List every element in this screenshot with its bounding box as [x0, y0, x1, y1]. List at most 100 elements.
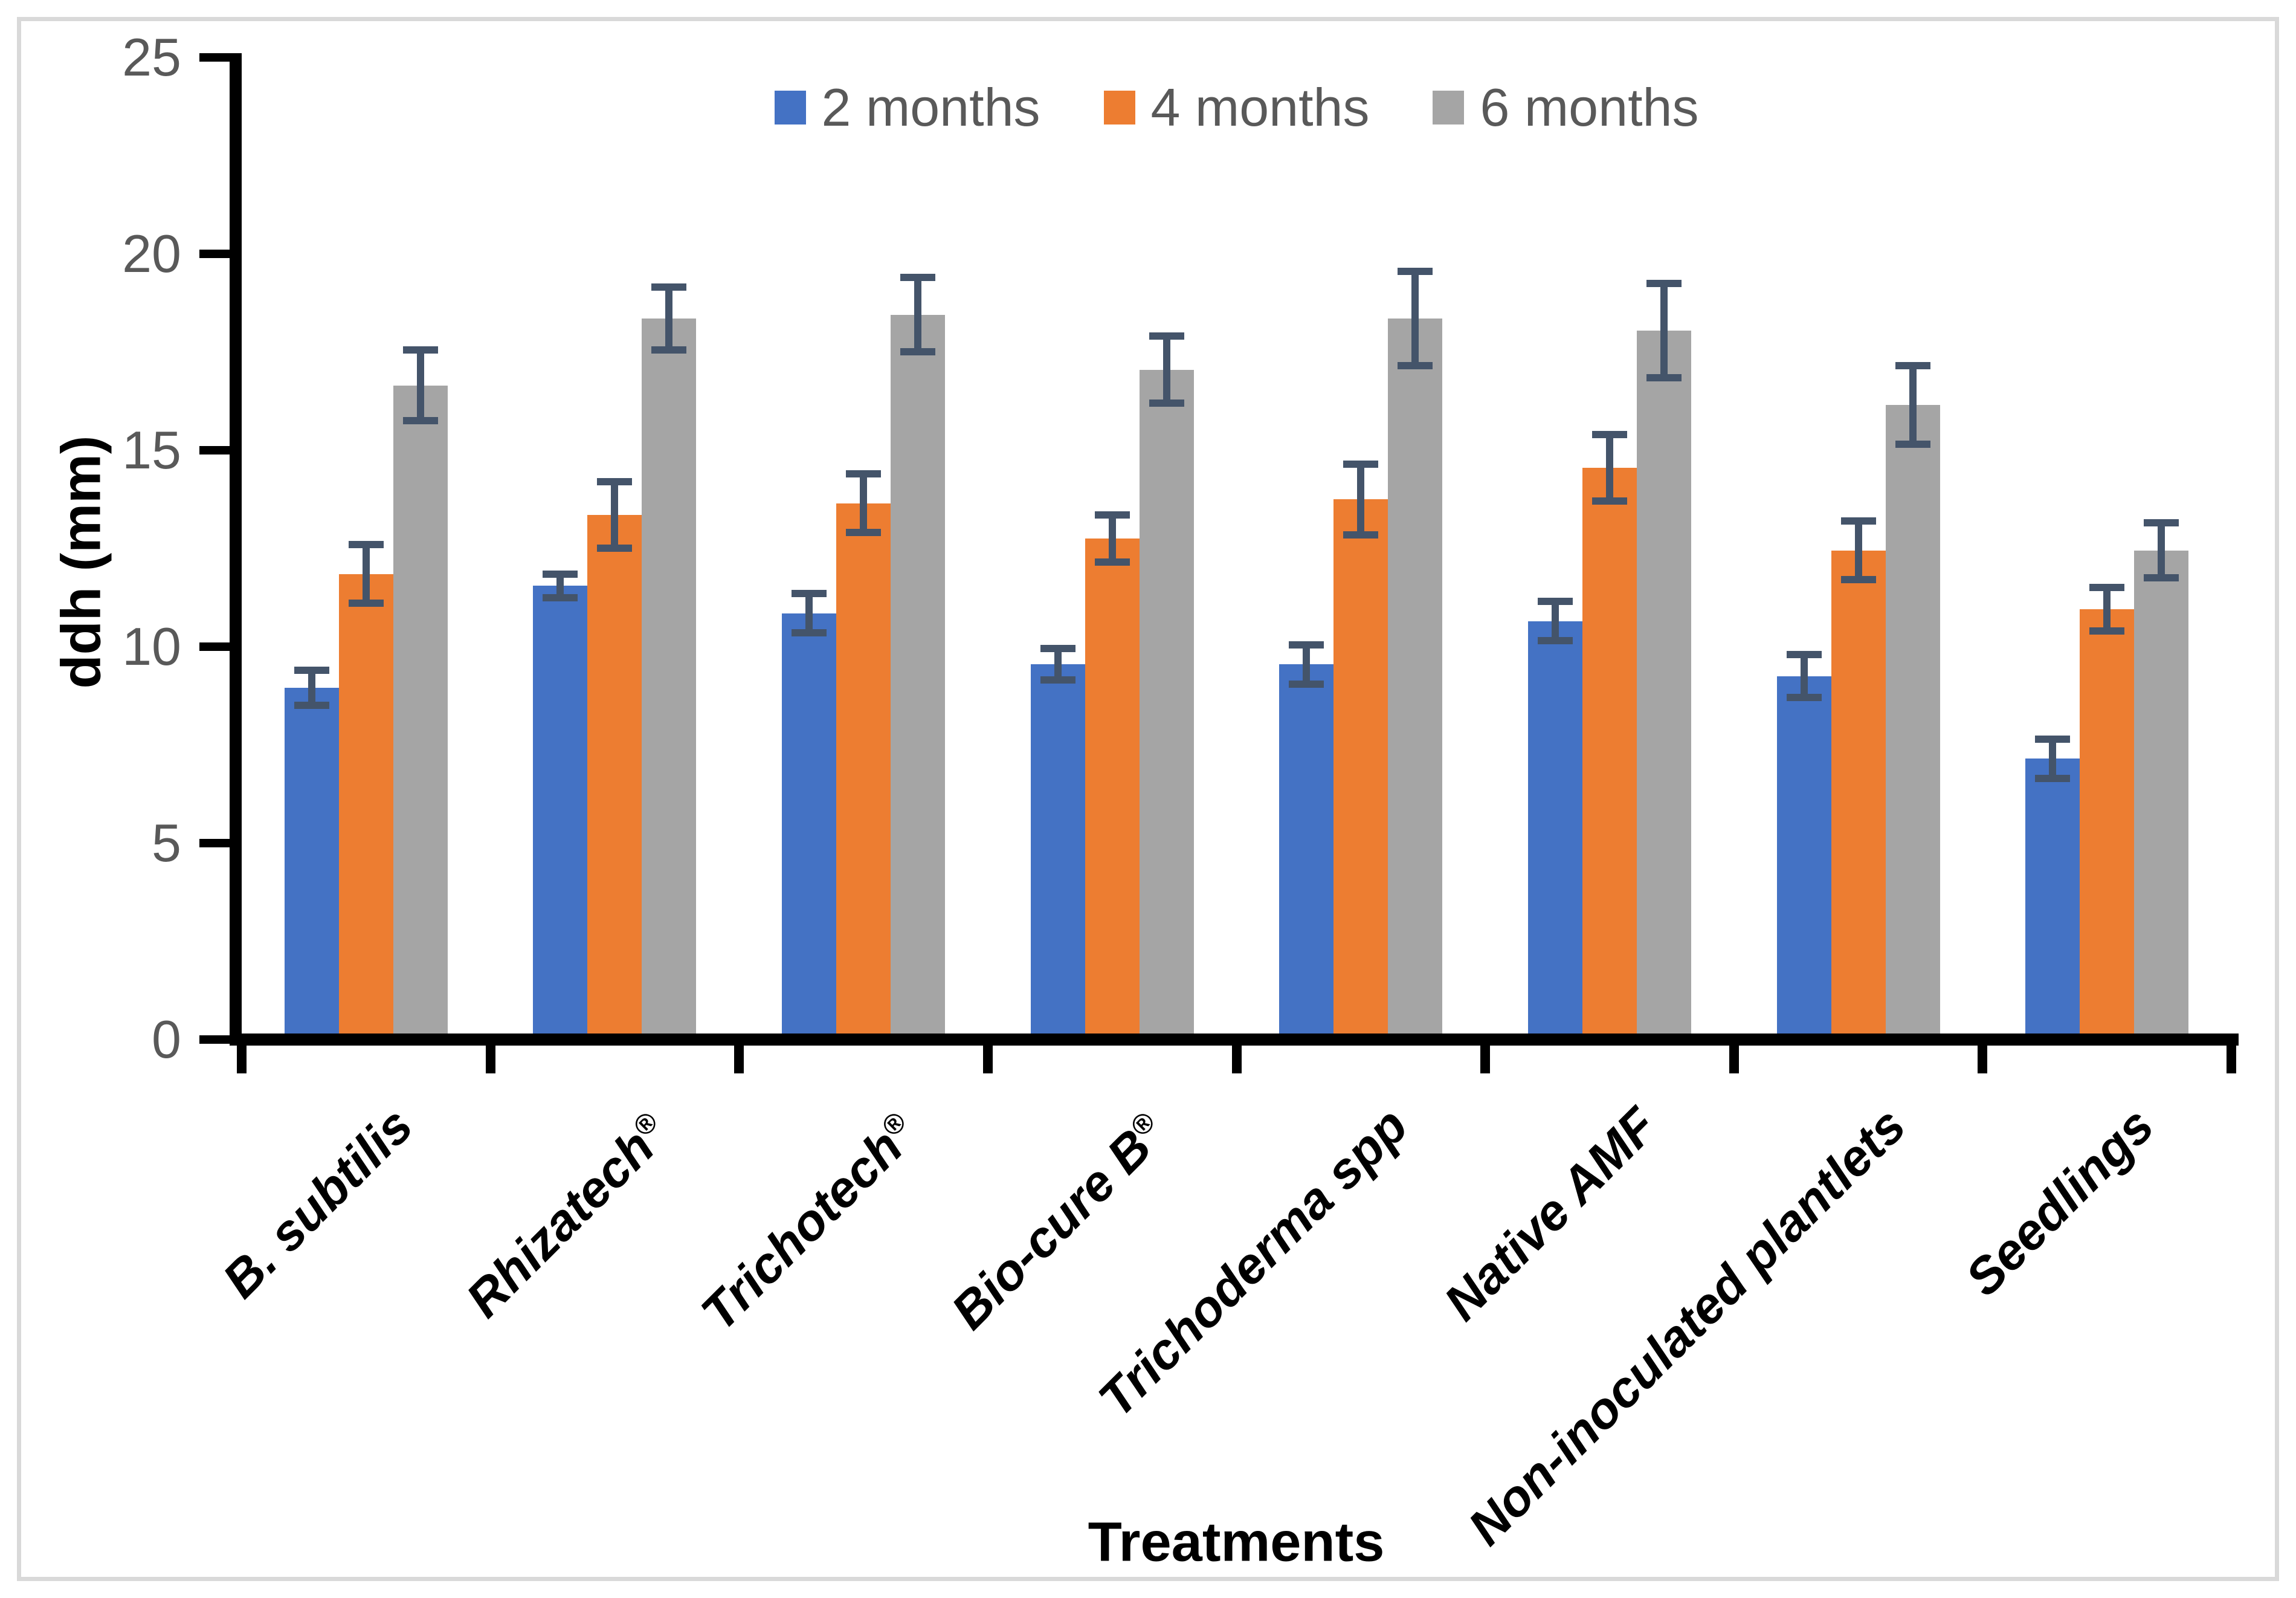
- error-bar-cap: [846, 529, 882, 537]
- y-axis-tick: [199, 1035, 230, 1044]
- error-bar-cap: [1040, 676, 1075, 684]
- error-bar-cap: [597, 545, 633, 552]
- error-bar-line: [1660, 283, 1668, 378]
- error-bar-line: [416, 350, 424, 421]
- y-tick-label: 5: [152, 813, 181, 873]
- error-bar-cap: [1149, 399, 1184, 407]
- error-bar-line: [362, 544, 370, 604]
- bar: [1582, 468, 1637, 1034]
- error-bar-line: [556, 574, 564, 598]
- error-bar-cap: [1040, 645, 1075, 652]
- x-axis-title: Treatments: [1088, 1511, 1385, 1573]
- x-axis-tick: [1231, 1046, 1242, 1073]
- error-bar-cap: [1398, 268, 1433, 275]
- error-bar-cap: [1094, 558, 1130, 566]
- category-label: B. subtilis: [211, 1096, 424, 1309]
- legend-swatch-icon: [1103, 91, 1135, 125]
- error-bar-line: [308, 670, 315, 706]
- error-bar-cap: [2035, 774, 2071, 782]
- bar: [1388, 319, 1443, 1034]
- registered-trademark-symbol: ®: [1124, 1105, 1161, 1143]
- registered-trademark-symbol: ®: [875, 1105, 912, 1143]
- bar: [1636, 330, 1691, 1034]
- error-bar-cap: [651, 283, 687, 291]
- error-bar-cap: [1646, 279, 1682, 287]
- error-bar-cap: [1343, 460, 1379, 468]
- bar: [1527, 621, 1582, 1034]
- error-bar-line: [1854, 520, 1862, 580]
- error-bar-cap: [1343, 531, 1379, 539]
- error-bar-cap: [1786, 694, 1822, 702]
- x-axis-tick: [1978, 1046, 1988, 1073]
- error-bar-cap: [900, 273, 936, 281]
- y-tick-label: 15: [122, 420, 181, 480]
- x-axis-tick: [1729, 1046, 1739, 1073]
- bar: [1831, 550, 1886, 1034]
- error-bar-line: [2158, 523, 2165, 578]
- error-bar-line: [1909, 366, 1917, 444]
- registered-trademark-symbol: ®: [626, 1105, 663, 1143]
- error-bar-cap: [294, 666, 329, 674]
- error-bar-line: [1411, 271, 1419, 366]
- category-label: Seedlings: [1955, 1096, 2165, 1307]
- error-bar-cap: [402, 346, 438, 354]
- error-bar-cap: [348, 600, 384, 607]
- error-bar-cap: [2035, 735, 2071, 743]
- bar: [2025, 759, 2080, 1034]
- error-bar-line: [611, 481, 619, 549]
- error-bar-cap: [1537, 637, 1573, 644]
- error-bar-line: [1605, 434, 1613, 502]
- error-bar-cap: [543, 594, 578, 601]
- error-bar-cap: [1646, 374, 1682, 381]
- category-label: Rhizatech®: [454, 1105, 665, 1328]
- y-tick-label: 0: [152, 1009, 181, 1069]
- error-bar-line: [1163, 336, 1170, 403]
- bar: [891, 314, 946, 1034]
- legend-swatch-icon: [774, 91, 806, 125]
- legend-label: 2 months: [821, 77, 1040, 137]
- error-bar-cap: [1289, 641, 1324, 649]
- category-label: Bio-cure B®: [940, 1105, 1163, 1340]
- error-bar-cap: [294, 702, 329, 710]
- y-axis-tick: [199, 642, 230, 651]
- bar: [1333, 499, 1388, 1034]
- error-bar-line: [1054, 649, 1062, 680]
- category-label: Trichotech®: [690, 1105, 914, 1342]
- error-bar-cap: [348, 540, 384, 548]
- error-bar-cap: [1895, 362, 1930, 369]
- y-tick-label: 20: [122, 224, 181, 283]
- error-bar-cap: [597, 477, 633, 485]
- error-bar-cap: [1591, 497, 1627, 505]
- bar: [836, 503, 891, 1034]
- legend: 2 months 4 months 6 months: [242, 71, 2231, 144]
- x-axis-tick: [485, 1046, 495, 1073]
- error-bar-cap: [900, 348, 936, 356]
- y-axis-line: [230, 53, 242, 1046]
- error-bar-cap: [1840, 517, 1876, 525]
- legend-item: 4 months: [1103, 77, 1369, 138]
- error-bar-cap: [1289, 680, 1324, 688]
- error-bar-line: [1303, 644, 1311, 684]
- error-bar-cap: [543, 570, 578, 578]
- error-bar-cap: [1537, 598, 1573, 605]
- error-bar-cap: [1786, 650, 1822, 658]
- error-bar-line: [1357, 464, 1365, 535]
- legend-label: 6 months: [1480, 77, 1699, 137]
- bar: [2134, 550, 2189, 1034]
- error-bar-cap: [1840, 576, 1876, 584]
- error-bar-line: [2103, 587, 2111, 631]
- error-bar-line: [1108, 515, 1116, 562]
- x-axis-tick: [734, 1046, 744, 1073]
- bar: [587, 515, 642, 1034]
- error-bar-cap: [1149, 332, 1184, 340]
- error-bar-cap: [402, 417, 438, 424]
- error-bar-cap: [1094, 511, 1130, 519]
- x-axis-tick: [1480, 1046, 1491, 1073]
- bar: [393, 385, 448, 1034]
- bar: [1776, 676, 1831, 1034]
- error-bar-cap: [2144, 574, 2179, 581]
- x-axis-tick: [2227, 1046, 2236, 1073]
- bar: [284, 688, 339, 1034]
- bar: [338, 574, 393, 1034]
